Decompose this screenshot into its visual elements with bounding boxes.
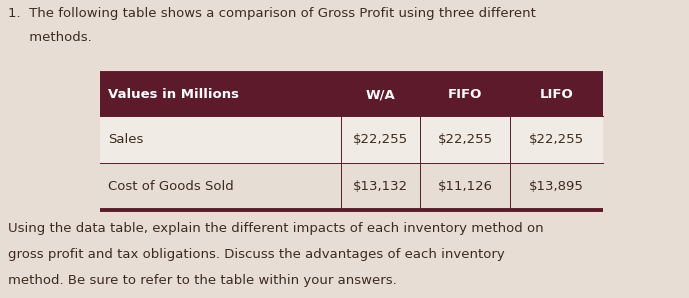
Text: Cost of Goods Sold: Cost of Goods Sold — [108, 180, 234, 193]
Text: gross profit and tax obligations. Discuss the advantages of each inventory: gross profit and tax obligations. Discus… — [8, 248, 505, 261]
Bar — [100, 163, 603, 210]
Bar — [100, 73, 603, 116]
Text: Using the data table, explain the different impacts of each inventory method on: Using the data table, explain the differ… — [8, 222, 544, 235]
Text: 1.  The following table shows a comparison of Gross Profit using three different: 1. The following table shows a compariso… — [8, 7, 536, 21]
Text: $22,255: $22,255 — [528, 133, 584, 146]
Text: methods.: methods. — [8, 31, 92, 44]
Text: LIFO: LIFO — [539, 88, 573, 101]
Text: $11,126: $11,126 — [438, 180, 493, 193]
Text: $13,132: $13,132 — [353, 180, 409, 193]
Text: $22,255: $22,255 — [353, 133, 409, 146]
Text: method. Be sure to refer to the table within your answers.: method. Be sure to refer to the table wi… — [8, 274, 397, 288]
Text: $22,255: $22,255 — [438, 133, 493, 146]
Text: Values in Millions: Values in Millions — [108, 88, 239, 101]
Text: $13,895: $13,895 — [529, 180, 584, 193]
Text: Sales: Sales — [108, 133, 143, 146]
Bar — [100, 116, 603, 163]
Text: FIFO: FIFO — [448, 88, 482, 101]
Text: W/A: W/A — [366, 88, 395, 101]
